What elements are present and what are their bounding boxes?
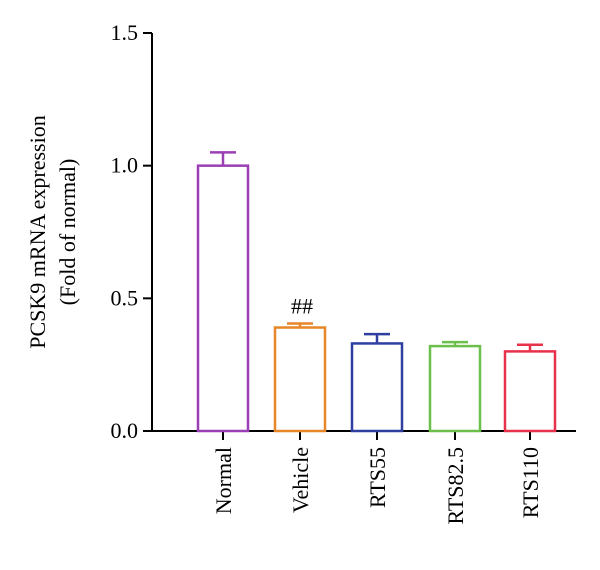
y-tick-label: 0.0 <box>111 418 139 443</box>
y-axis-label-line1: PCSK9 mRNA expression <box>25 115 50 348</box>
bar <box>350 342 404 433</box>
x-tick-label: Vehicle <box>288 447 313 513</box>
y-axis-label-line2: (Fold of normal) <box>55 159 80 306</box>
labels-layer: 0.0 0.5 1.0 1.5 PCSK9 mRNA expression (Fold o… <box>25 20 543 525</box>
x-tick-label: RTS110 <box>518 447 543 518</box>
bar <box>273 326 327 433</box>
x-tick-label: RTS55 <box>365 447 390 508</box>
bars-layer <box>196 151 557 433</box>
bar <box>428 344 482 433</box>
y-tick-label: 1.0 <box>111 153 139 178</box>
bar <box>196 164 250 433</box>
bar <box>503 350 557 433</box>
x-tick-label: Normal <box>211 447 236 514</box>
y-tick-label: 0.5 <box>111 285 139 310</box>
x-tick-label: RTS82.5 <box>443 447 468 525</box>
y-tick-label: 1.5 <box>111 20 139 45</box>
significance-annotation: ## <box>291 294 313 319</box>
y-axis-label: PCSK9 mRNA expression (Fold of normal) <box>25 115 80 348</box>
